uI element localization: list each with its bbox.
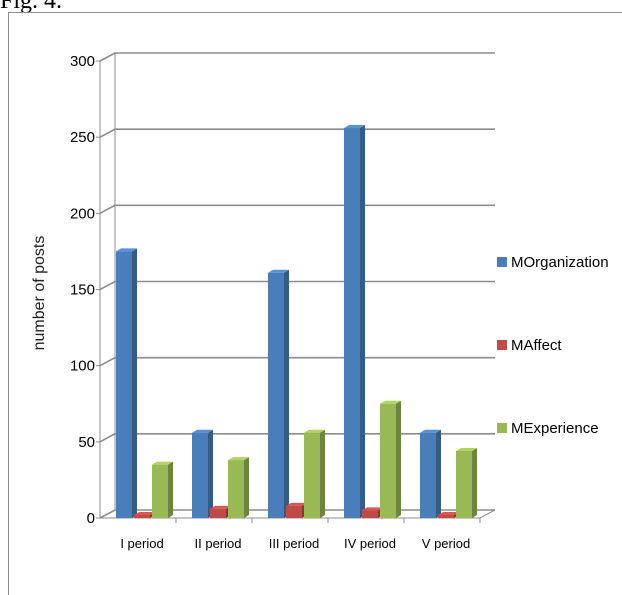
y-tick-label: 50 — [78, 434, 95, 451]
x-tick-label: IV period — [344, 536, 396, 551]
legend-swatch — [497, 257, 507, 267]
bar-side — [472, 447, 477, 518]
y-axis-title: number of posts — [31, 236, 48, 351]
bar-maffect-4 — [362, 507, 383, 518]
y-tick-label: 250 — [70, 129, 95, 146]
bar-front — [344, 128, 360, 518]
legend-label: MExperience — [511, 420, 599, 437]
bar-top — [380, 400, 401, 404]
bar-top — [192, 429, 213, 433]
bar-morganization-1 — [116, 248, 137, 518]
bar-front — [210, 508, 226, 518]
bar-top — [152, 461, 173, 465]
bar-maffect-3 — [286, 502, 307, 518]
chart-frame — [8, 12, 622, 595]
bar-top — [362, 507, 383, 511]
gridline-200 — [99, 204, 495, 215]
bar-top — [456, 447, 477, 451]
bar-morganization-3 — [268, 269, 289, 518]
bar-side — [168, 461, 173, 518]
y-tick-label: 100 — [70, 358, 95, 375]
y-tick-label: 0 — [87, 510, 95, 527]
bar-mexperience-5 — [456, 447, 477, 518]
gridline-250 — [99, 128, 495, 138]
gridline-100 — [99, 356, 495, 367]
bar-top — [304, 429, 325, 433]
bar-side — [320, 429, 325, 518]
gridline-150 — [99, 280, 495, 291]
bar-front — [420, 432, 436, 518]
bar-front — [456, 450, 472, 518]
x-tick-labels: I period II period III period IV period V pe… — [120, 536, 470, 551]
bar-mexperience-2 — [228, 457, 249, 518]
bar-front — [286, 505, 302, 518]
bar-morganization-4 — [344, 125, 365, 518]
bar-top — [420, 429, 441, 433]
bar-top — [286, 502, 307, 506]
bar-top — [228, 457, 249, 461]
x-tick-label: I period — [120, 536, 163, 551]
figure-caption: Fig. 4. — [0, 0, 63, 14]
bar-side — [132, 248, 137, 518]
legend-item-mexperience: MExperience — [497, 420, 599, 437]
bar-front — [192, 432, 208, 518]
bar-maffect-5 — [438, 511, 459, 518]
axes — [96, 53, 496, 523]
bar-front — [116, 251, 132, 518]
bars — [116, 125, 477, 518]
bar-maffect-1 — [134, 511, 155, 518]
bar-side — [244, 457, 249, 518]
legend-swatch — [497, 340, 507, 350]
bar-top — [116, 248, 137, 252]
bar-mexperience-1 — [152, 461, 173, 518]
bar-front — [362, 510, 378, 518]
x-tick-label: V period — [422, 536, 470, 551]
bar-top — [438, 511, 459, 515]
bar-side — [208, 429, 213, 518]
bar-front — [438, 514, 454, 518]
bar-front — [228, 460, 244, 518]
bar-side — [284, 269, 289, 518]
bar-morganization-2 — [192, 429, 213, 518]
legend-label: MAffect — [511, 337, 562, 354]
y-tick-labels: 0 50 100 150 200 250 300 — [70, 53, 95, 527]
bar-mexperience-4 — [380, 400, 401, 518]
bar-morganization-5 — [420, 429, 441, 518]
bar-front — [380, 403, 396, 518]
legend-item-maffect: MAffect — [497, 337, 562, 354]
bar-maffect-2 — [210, 505, 231, 518]
gridline-300 — [99, 52, 495, 62]
y-tick-label: 300 — [70, 53, 95, 70]
legend-item-morganization: MOrganization — [497, 254, 609, 271]
bar-front — [134, 514, 150, 518]
legend-label: MOrganization — [511, 254, 609, 271]
x-tick-label: III period — [269, 536, 320, 551]
legend: MOrganization MAffect MExperience — [497, 254, 609, 437]
x-tick-label: II period — [195, 536, 242, 551]
y-tick-label: 200 — [70, 205, 95, 222]
bar-top — [344, 125, 365, 129]
y-tick-label: 150 — [70, 282, 95, 299]
bar-top — [210, 505, 231, 509]
bar-side — [396, 400, 401, 518]
bar-front — [304, 432, 320, 518]
bar-side — [360, 125, 365, 518]
bar-side — [436, 429, 441, 518]
bar-mexperience-3 — [304, 429, 325, 518]
legend-swatch — [497, 423, 507, 433]
bar-front — [152, 464, 168, 518]
bar-top — [268, 269, 289, 273]
bar-top — [134, 511, 155, 515]
bar-front — [268, 272, 284, 518]
